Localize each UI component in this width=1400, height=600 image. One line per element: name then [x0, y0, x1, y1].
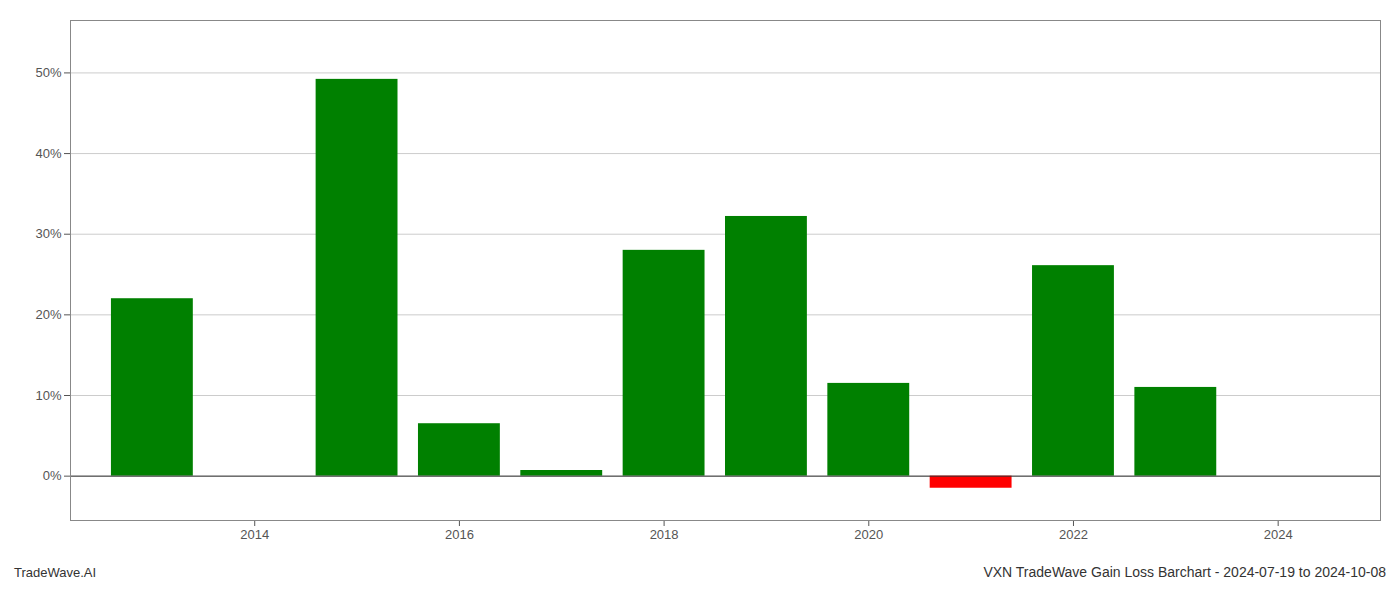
svg-text:30%: 30% [35, 226, 61, 241]
svg-text:2020: 2020 [854, 527, 883, 542]
svg-text:10%: 10% [35, 388, 61, 403]
svg-text:2024: 2024 [1264, 527, 1293, 542]
svg-text:50%: 50% [35, 65, 61, 80]
svg-text:0%: 0% [43, 468, 62, 483]
svg-text:40%: 40% [35, 146, 61, 161]
html-text:VXN TradeWave Gain Loss Barcha: VXN TradeWave Gain Loss Barchart - 2024-… [983, 564, 1386, 580]
html-text:TradeWave.AI: TradeWave.AI [14, 565, 97, 580]
svg-text:20%: 20% [35, 307, 61, 322]
svg-text:2016: 2016 [445, 527, 474, 542]
svg-text:2018: 2018 [650, 527, 679, 542]
svg-text:2014: 2014 [240, 527, 269, 542]
svg-text:2022: 2022 [1059, 527, 1088, 542]
